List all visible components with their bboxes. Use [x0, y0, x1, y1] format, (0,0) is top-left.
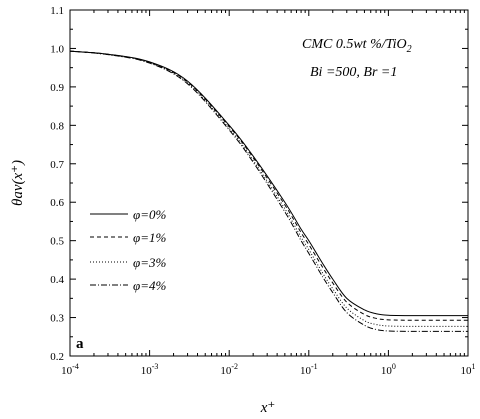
y-tick-label: 0.2 [50, 351, 64, 363]
panel-label: a [76, 336, 84, 352]
y-tick-label: 0.6 [50, 197, 64, 209]
annotation-material: CMC 0.5wt %/TiO2 [302, 37, 412, 55]
y-tick-label: 1.0 [50, 43, 64, 55]
y-tick-label: 0.9 [50, 82, 64, 94]
legend: φ=0% φ=1% φ=3% φ=4% [90, 207, 166, 293]
y-tick-label: 0.5 [50, 236, 64, 248]
y-tick-label: 0.3 [50, 313, 64, 325]
x-tick-label: 10-2 [220, 362, 238, 377]
legend-label-3: φ=4% [133, 278, 166, 293]
x-axis-title: x⁺ [260, 400, 276, 416]
legend-label-0: φ=0% [133, 207, 166, 222]
series-line-1 [69, 50, 468, 321]
series-line-3 [69, 50, 468, 332]
y-axis-title: θav(x⁺) [10, 160, 26, 206]
x-tick-label: 100 [381, 362, 396, 377]
axis-ticks: 10-4 10-3 10-2 10-1 100 101 0.2 0.3 0.4 0.5 0.6 0.7… [50, 5, 475, 377]
series-line-0 [69, 50, 468, 317]
x-tick-label: 101 [461, 362, 476, 377]
y-tick-label: 1.1 [50, 5, 64, 17]
annotation-parameters: Bi =500, Br =1 [310, 65, 397, 80]
legend-label-1: φ=1% [133, 230, 166, 245]
legend-label-2: φ=3% [133, 255, 166, 270]
x-tick-label: 10-3 [141, 362, 159, 377]
y-tick-label: 0.7 [50, 159, 64, 171]
plot-frame [69, 9, 469, 357]
series-line-2 [69, 50, 468, 327]
x-tick-label: 10-4 [61, 362, 79, 377]
x-tick-label: 10-1 [300, 362, 318, 377]
series-lines [69, 50, 468, 332]
y-tick-label: 0.4 [50, 274, 64, 286]
y-tick-label: 0.8 [50, 120, 64, 132]
